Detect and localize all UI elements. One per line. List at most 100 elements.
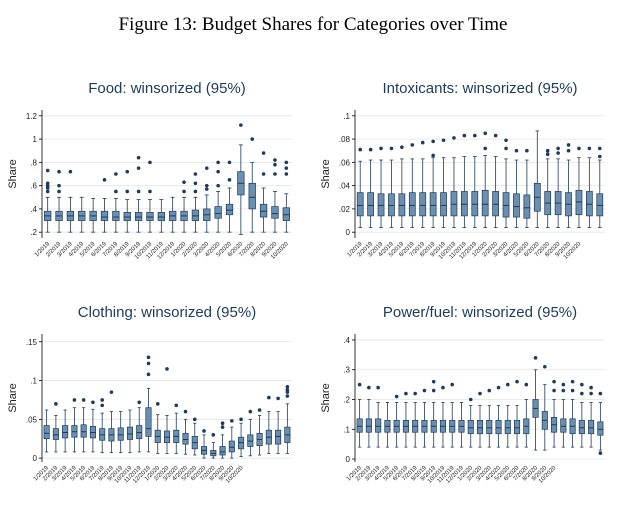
intoxicants-outlier-point	[566, 148, 571, 153]
clothing-chart-title: Clothing: winsorized (95%)	[78, 304, 256, 321]
clothing-box	[80, 398, 87, 453]
intoxicants-iqr-box	[356, 192, 364, 217]
panel-food: Food: winsorized (95%) Share .2.4.6.8 1 1.2 1…	[0, 60, 313, 285]
intoxicants-box	[596, 146, 604, 228]
intoxicants-y-axis-label: Share	[320, 159, 332, 188]
clothing-box	[136, 400, 143, 453]
clothing-iqr-box	[80, 424, 87, 438]
intoxicants-outlier-point	[400, 145, 404, 150]
food-iqr-box	[191, 209, 200, 221]
food-box	[259, 151, 268, 233]
intoxicants-outlier-point	[420, 140, 425, 145]
power-fuel-outlier-point	[589, 391, 593, 396]
food-box	[66, 169, 75, 233]
intoxicants-box	[440, 138, 447, 228]
food-iqr-box	[282, 207, 290, 221]
chart-food: Food: winsorized (95%)Share.2.4.6.811.21…	[7, 80, 292, 261]
clothing-y-axis-label: Share	[7, 383, 19, 412]
food-iqr-box	[134, 212, 143, 221]
food-outlier-point	[57, 169, 61, 174]
power-fuel-outlier-point	[431, 379, 436, 384]
power-fuel-outlier-point	[422, 388, 427, 393]
intoxicants-iqr-box	[502, 192, 510, 218]
chart-power-fuel: Power/fuel: winsorized (95%) Share 0 .1 .2 .3…	[320, 304, 605, 485]
clothing-iqr-box	[228, 440, 235, 453]
clothing-box	[99, 398, 106, 454]
food-iqr-box	[225, 203, 234, 216]
clothing-y-tick-label: .15	[26, 338, 38, 347]
food-outlier-point	[204, 183, 209, 188]
food-box	[271, 158, 279, 233]
intoxicants-outlier-point	[358, 147, 363, 152]
power-fuel-outlier-point	[376, 385, 380, 390]
intoxicants-chart-title: Intoxicants: winsorized (95%)	[382, 80, 577, 97]
power-fuel-box	[578, 382, 585, 448]
power-fuel-outlier-point	[413, 391, 417, 396]
intoxicants-box	[544, 148, 552, 228]
food-box	[44, 168, 52, 233]
food-outlier-point	[136, 155, 141, 160]
food-outlier-point	[250, 137, 255, 141]
clothing-box	[228, 419, 235, 459]
intoxicants-box	[502, 138, 510, 228]
food-outlier-point	[216, 169, 220, 174]
power-fuel-y-tick-label: .2	[343, 395, 350, 404]
power-fuel-outlier-point	[496, 385, 501, 390]
clothing-y-tick-label: 0	[33, 454, 38, 463]
food-outlier-point	[45, 189, 50, 194]
food-outlier-point	[273, 162, 277, 167]
power-fuel-y-tick-label: 0	[346, 455, 351, 464]
power-fuel-box	[486, 388, 493, 448]
intoxicants-box	[471, 133, 479, 228]
food-outlier-point	[45, 168, 50, 173]
clothing-outlier-point	[54, 402, 58, 406]
clothing-outlier-point	[230, 419, 234, 423]
power-fuel-outlier-point	[543, 364, 547, 369]
clothing-box	[247, 409, 254, 457]
clothing-box	[238, 417, 245, 457]
food-outlier-point	[57, 189, 61, 194]
clothing-iqr-box	[52, 428, 59, 440]
food-box	[237, 123, 245, 235]
clothing-box	[89, 400, 96, 453]
clothing-iqr-box	[62, 425, 69, 439]
clothing-box	[219, 421, 226, 459]
power-fuel-box	[476, 391, 484, 448]
food-box	[78, 196, 86, 233]
intoxicants-box	[586, 146, 593, 228]
intoxicants-outlier-point	[410, 143, 415, 147]
power-fuel-box	[588, 385, 595, 448]
clothing-box	[108, 390, 115, 454]
intoxicants-iqr-box	[408, 192, 416, 217]
intoxicants-outlier-point	[368, 147, 373, 152]
clothing-iqr-box	[126, 426, 133, 440]
food-y-axis-label: Share	[7, 159, 19, 188]
clothing-box	[163, 367, 171, 454]
intoxicants-iqr-box	[440, 192, 447, 217]
power-fuel-outlier-point	[561, 388, 566, 393]
food-box	[248, 137, 256, 233]
food-box	[134, 155, 143, 233]
power-fuel-box	[412, 391, 419, 448]
intoxicants-box	[398, 145, 406, 228]
intoxicants-outlier-point	[566, 143, 571, 147]
intoxicants-outlier-point	[483, 131, 488, 136]
intoxicants-box	[377, 146, 385, 228]
food-box	[157, 199, 165, 233]
power-fuel-box	[569, 379, 576, 448]
power-fuel-iqr-box	[578, 419, 585, 435]
clothing-box	[191, 417, 198, 456]
clothing-outlier-point	[146, 355, 151, 360]
food-iqr-box	[271, 206, 279, 219]
food-outlier-point	[227, 160, 232, 165]
food-outlier-point	[182, 180, 186, 184]
clothing-iqr-box	[219, 446, 226, 456]
food-iqr-box	[214, 206, 222, 219]
intoxicants-outlier-point	[389, 146, 394, 151]
intoxicants-box	[523, 148, 531, 228]
food-iqr-box	[112, 210, 120, 221]
intoxicants-outlier-point	[504, 146, 508, 151]
food-box	[55, 169, 63, 233]
intoxicants-outlier-point	[504, 138, 508, 143]
food-outlier-point	[239, 123, 243, 127]
